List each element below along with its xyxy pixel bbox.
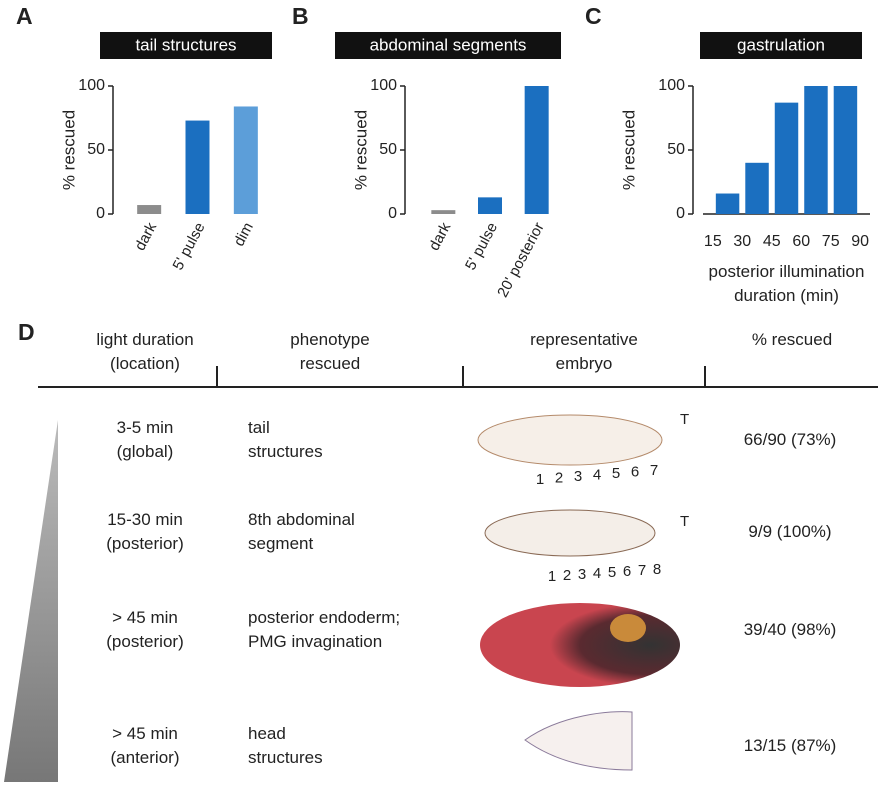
bar xyxy=(833,86,858,214)
chart-title: abdominal segments xyxy=(370,35,527,54)
chart-title: gastrulation xyxy=(737,35,825,54)
phenotype: tail structures xyxy=(248,418,323,461)
percent-rescued: 9/9 (100%) xyxy=(748,522,832,541)
embryo-label: T xyxy=(680,513,689,530)
x-tick-label: dark xyxy=(131,219,160,253)
chart-title: tail structures xyxy=(135,35,236,54)
x-tick-label: 75 xyxy=(822,233,840,250)
embryo-label: 5 xyxy=(612,465,620,482)
panel-label: C xyxy=(585,3,602,29)
embryo-label: 2 xyxy=(555,469,563,486)
panel-label: A xyxy=(16,3,33,29)
column-header: phenotype rescued xyxy=(290,330,370,373)
y-axis-label: % rescued xyxy=(59,110,78,190)
embryo-label: 6 xyxy=(623,563,631,580)
x-tick-label: 5' pulse xyxy=(462,220,501,273)
embryo-label: 4 xyxy=(593,466,601,483)
x-tick-label: 20' posterior xyxy=(494,220,548,300)
title-box xyxy=(700,32,862,59)
embryo-label: T xyxy=(680,411,689,428)
embryo-image xyxy=(484,509,656,557)
x-tick-label: 45 xyxy=(763,233,781,250)
duration: > 45 min (posterior) xyxy=(106,608,184,651)
bar xyxy=(715,193,740,214)
y-tick-label: 0 xyxy=(676,205,685,222)
x-tick-label: 90 xyxy=(851,233,869,250)
embryo-label: 7 xyxy=(638,562,646,579)
embryo-label: 3 xyxy=(574,468,582,485)
bar xyxy=(745,162,769,214)
bar xyxy=(233,106,258,214)
x-axis-label: posterior illumination duration (min) xyxy=(708,262,865,305)
y-axis-label: % rescued xyxy=(619,110,638,190)
column-header: light duration (location) xyxy=(96,330,194,373)
embryo-label: 3 xyxy=(578,566,586,583)
phenotype: 8th abdominal segment xyxy=(248,510,355,553)
y-tick-label: 100 xyxy=(658,77,685,94)
title-box xyxy=(335,32,561,59)
embryo-image xyxy=(524,711,633,771)
bar xyxy=(804,86,828,214)
bar xyxy=(431,210,456,214)
column-header: % rescued xyxy=(751,330,833,349)
duration: > 45 min (anterior) xyxy=(110,724,180,767)
y-tick-label: 0 xyxy=(96,205,105,222)
percent-rescued: 66/90 (73%) xyxy=(743,430,837,449)
embryo-image xyxy=(610,614,646,642)
embryo-label: 2 xyxy=(563,567,571,584)
x-tick-label: dim xyxy=(231,220,257,249)
bar xyxy=(524,86,549,214)
percent-rescued: 13/15 (87%) xyxy=(743,736,837,755)
x-tick-label: 60 xyxy=(792,233,810,250)
embryo-image xyxy=(477,414,663,466)
embryo-image xyxy=(480,603,680,687)
y-tick-label: 50 xyxy=(87,141,105,158)
panel-label: D xyxy=(18,319,35,345)
duration: 15-30 min (posterior) xyxy=(106,510,184,553)
column-header: representative embryo xyxy=(530,330,638,373)
y-tick-label: 50 xyxy=(379,141,397,158)
x-tick-label: 15 xyxy=(704,233,722,250)
embryo-label: 1 xyxy=(536,471,544,488)
phenotype: head structures xyxy=(248,724,323,767)
title-box xyxy=(100,32,272,59)
embryo-label: 7 xyxy=(650,462,658,479)
y-axis-label: % rescued xyxy=(351,110,370,190)
embryo-label: 4 xyxy=(593,565,601,582)
duration: 3-5 min (global) xyxy=(116,418,174,461)
bar xyxy=(137,205,162,214)
y-tick-label: 50 xyxy=(667,141,685,158)
gradient-triangle xyxy=(4,420,58,782)
bar xyxy=(478,197,502,214)
bar xyxy=(185,120,210,214)
y-tick-label: 0 xyxy=(388,205,397,222)
phenotype: posterior endoderm; PMG invagination xyxy=(248,608,401,651)
panel-label: B xyxy=(292,3,309,29)
embryo-label: 5 xyxy=(608,564,616,581)
x-tick-label: 30 xyxy=(733,233,751,250)
y-tick-label: 100 xyxy=(370,77,397,94)
y-tick-label: 100 xyxy=(78,77,105,94)
embryo-label: 1 xyxy=(548,568,556,585)
embryo-label: 6 xyxy=(631,463,639,480)
x-tick-label: 5' pulse xyxy=(169,220,208,273)
embryo-label: 8 xyxy=(653,561,661,578)
bar xyxy=(774,102,799,214)
x-tick-label: dark xyxy=(426,219,455,253)
percent-rescued: 39/40 (98%) xyxy=(743,620,837,639)
